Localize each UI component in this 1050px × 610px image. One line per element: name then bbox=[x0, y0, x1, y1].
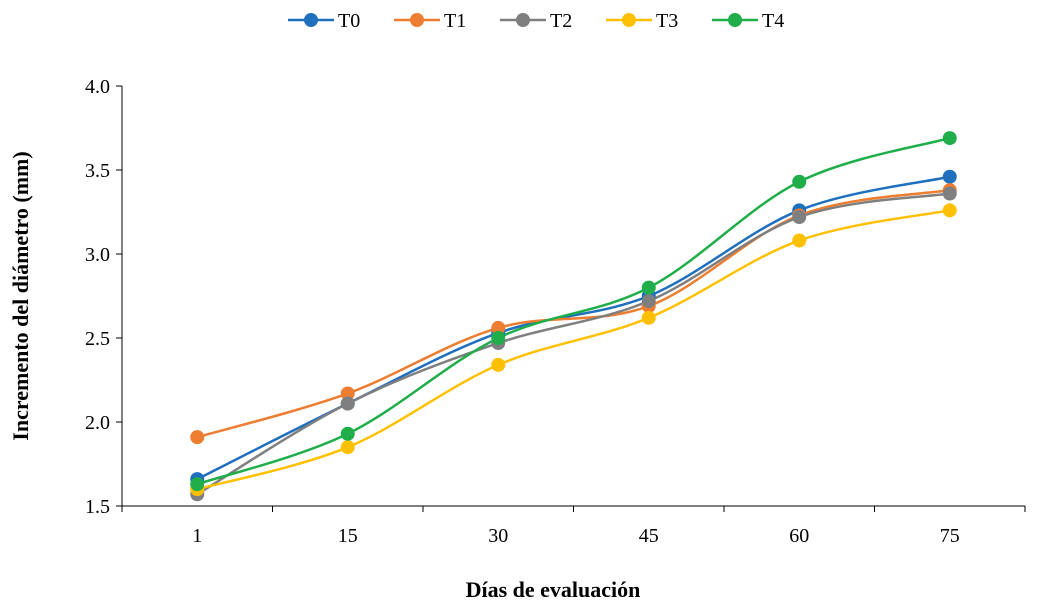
data-point-t3-2 bbox=[491, 357, 506, 372]
data-point-t3-1 bbox=[340, 440, 355, 455]
data-point-t4-4 bbox=[792, 174, 807, 189]
x-tick-label: 45 bbox=[639, 525, 659, 547]
legend-item-t4: T4 bbox=[712, 10, 784, 32]
legend-item-t2: T2 bbox=[500, 10, 572, 32]
data-point-t3-4 bbox=[792, 233, 807, 248]
series-line-t3 bbox=[196, 209, 950, 491]
x-tick-label: 30 bbox=[488, 525, 508, 547]
data-point-t2-4 bbox=[792, 210, 807, 225]
y-tick-label: 1.5 bbox=[85, 496, 110, 518]
legend-swatch-marker bbox=[304, 13, 318, 27]
legend-swatch-marker bbox=[410, 13, 424, 27]
legend-swatch-marker bbox=[728, 13, 742, 27]
legend-label: T0 bbox=[338, 10, 360, 32]
series-line-t2 bbox=[196, 192, 950, 496]
y-tick-label: 3.0 bbox=[85, 244, 110, 266]
y-tick-label: 4.0 bbox=[85, 76, 110, 98]
data-point-t4-3 bbox=[641, 280, 656, 295]
legend-label: T3 bbox=[656, 10, 678, 32]
data-point-t1-2 bbox=[491, 320, 506, 335]
legend-swatch-marker bbox=[516, 13, 530, 27]
legend-swatch-marker bbox=[622, 13, 636, 27]
y-tick-label: 2.0 bbox=[85, 412, 110, 434]
data-point-t4-0 bbox=[190, 477, 205, 492]
x-axis-title: Días de evaluación bbox=[466, 577, 641, 602]
series-lines bbox=[196, 136, 951, 496]
x-tick-label: 75 bbox=[940, 525, 960, 547]
legend-item-t3: T3 bbox=[606, 10, 678, 32]
data-point-t0-5 bbox=[942, 169, 957, 184]
x-tick-label: 60 bbox=[789, 525, 809, 547]
legend-item-t1: T1 bbox=[394, 10, 466, 32]
series-line-t1 bbox=[196, 188, 950, 439]
data-point-t2-3 bbox=[641, 294, 656, 309]
data-point-t1-1 bbox=[340, 386, 355, 401]
x-tick-label: 15 bbox=[338, 525, 358, 547]
legend-label: T1 bbox=[444, 10, 466, 32]
data-point-t4-1 bbox=[340, 426, 355, 441]
series-line-t0 bbox=[196, 175, 951, 481]
data-point-t3-5 bbox=[942, 203, 957, 218]
data-point-t2-5 bbox=[942, 186, 957, 201]
x-axis: 1 15 30 45 60 75 bbox=[121, 505, 1026, 547]
data-point-t1-0 bbox=[190, 430, 205, 445]
data-point-t4-2 bbox=[491, 331, 506, 345]
series-points bbox=[190, 131, 957, 502]
legend-item-t0: T0 bbox=[288, 10, 360, 32]
series-line-t4 bbox=[196, 136, 951, 486]
y-tick-label: 2.5 bbox=[85, 328, 110, 350]
legend-label: T2 bbox=[550, 10, 572, 32]
data-point-t3-3 bbox=[641, 310, 656, 325]
data-point-t4-5 bbox=[942, 131, 957, 146]
y-axis: 1.5 2.0 2.5 3.0 3.5 4.0 bbox=[85, 76, 123, 518]
y-tick-label: 3.5 bbox=[85, 160, 110, 182]
x-tick-label: 1 bbox=[192, 525, 202, 547]
data-point-t2-1 bbox=[340, 396, 355, 411]
y-axis-title: Incremento del diámetro (mm) bbox=[8, 151, 33, 440]
legend-label: T4 bbox=[762, 10, 784, 32]
legend: T0 T1 T2 T3 T4 bbox=[288, 10, 784, 32]
